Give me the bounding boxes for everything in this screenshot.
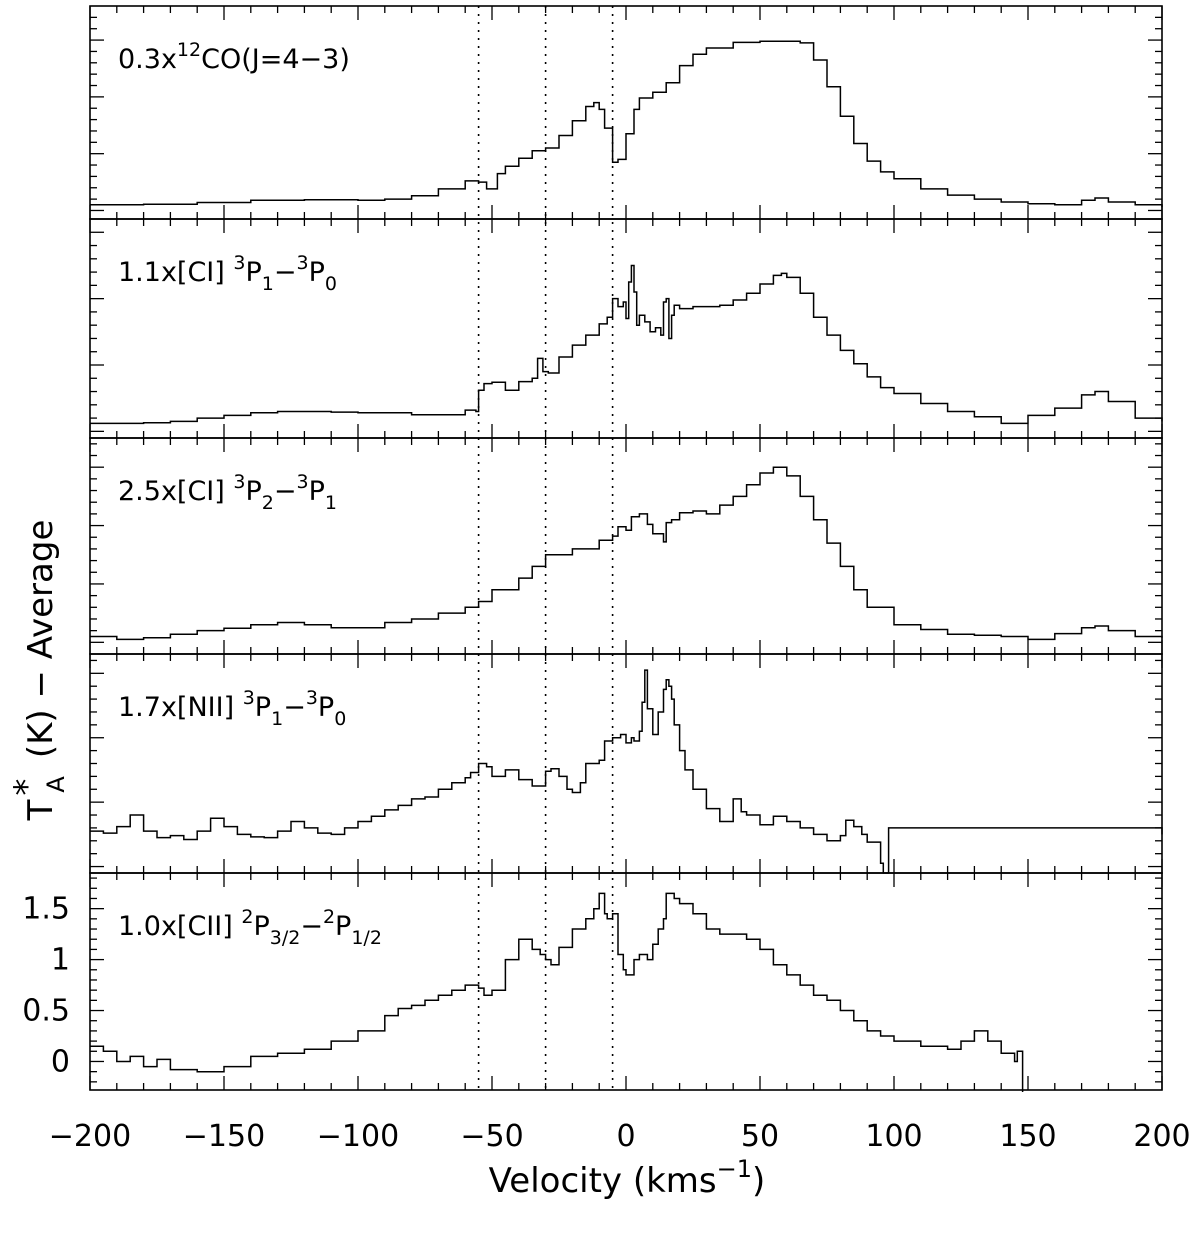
x-axis-label: Velocity (kms−1) [489,1155,766,1201]
panel-label-part: 3/2 [270,927,301,949]
panel-label-part: P [309,257,325,288]
panel-4: 1.7x[NII] 3P1−3P0 [89,653,1163,874]
panel-5: 00.511.5 1.0x[CII] 2P3/2−2P1/2 [22,872,1163,1092]
panel-label-part: 1/2 [351,927,382,949]
panel-label-part: − [274,257,297,288]
panels: 0.3x12CO(J=4−3)1.1x[CI] 3P1−3P02.5x[CI] … [22,5,1163,1092]
x-tick-label: 200 [1133,1119,1190,1154]
panel-frame [89,218,1163,439]
x-tick-label: −50 [460,1119,523,1154]
panel-label-part: 2 [323,906,335,928]
panel-label-part: 3 [233,471,245,493]
panel-label-part: P [318,692,334,723]
panel-label-part: 1.0x[CII] [118,911,241,942]
panel-label-part: − [274,476,297,507]
panel-label-part: 1 [271,708,283,730]
y-axis-label: T*A(K) − Average [7,520,70,822]
panel-label-part: P [253,911,269,942]
panel-1: 0.3x12CO(J=4−3) [89,5,1163,220]
panel-label-part: P [255,692,271,723]
panel-label-part: 12 [177,39,201,61]
panel-label-part: 1 [325,492,337,514]
x-tick-label: −200 [49,1119,131,1154]
x-tick-label: −150 [183,1119,265,1154]
spectrum-trace [90,669,1163,874]
panel-label: 1.7x[NII] 3P1−3P0 [118,687,346,730]
panel-label-part: 3 [243,687,255,709]
y-tick-label: 0.5 [22,994,70,1029]
panel-label-part: P [335,911,351,942]
panel-label-part: 1 [262,273,274,295]
panel-label-part: 3 [233,252,245,274]
panel-label-part: 0.3x [118,44,177,75]
reference-velocity-lines [477,6,614,1090]
panel-label-part: P [245,257,261,288]
spectrum-trace [90,892,1024,1092]
panel-3: 2.5x[CI] 3P2−3P1 [89,437,1163,655]
panel-label-part: P [309,476,325,507]
panel-frame [89,437,1163,655]
panel-label: 1.1x[CI] 3P1−3P0 [118,252,337,295]
x-tick-labels: −200 −150 −100 −50 0 50 100 150 200 [49,1119,1191,1154]
x-tick-label: 50 [741,1119,779,1154]
panel-label-part: 2 [262,492,274,514]
panel-label-part: 2.5x[CI] [118,476,233,507]
x-tick-label: −100 [317,1119,399,1154]
y-tick-label: 1.5 [22,892,70,927]
panel-label: 1.0x[CII] 2P3/2−2P1/2 [118,906,382,949]
x-tick-label: 0 [616,1119,635,1154]
panel-label-part: 3 [297,252,309,274]
panel-label-part: − [283,692,306,723]
panel-label: 0.3x12CO(J=4−3) [118,39,350,75]
panel-label-part: 1.7x[NII] [118,692,243,723]
panel-frame [89,5,1163,220]
panel-label-part: P [245,476,261,507]
spectrum-trace [90,264,1163,425]
panel-2: 1.1x[CI] 3P1−3P0 [89,218,1163,439]
y-tick-label: 0 [51,1044,70,1079]
x-tick-label: 100 [865,1119,922,1154]
panel-label-part: 1.1x[CI] [118,257,233,288]
spectrum-trace [90,40,1163,208]
panel-label-part: CO(J=4−3) [201,44,350,75]
panel-label-part: 3 [297,471,309,493]
panel-label: 2.5x[CI] 3P2−3P1 [118,471,337,514]
panel-label-part: 3 [306,687,318,709]
panel-label-part: 0 [325,273,337,295]
panel-label-part: 2 [241,906,253,928]
x-tick-label: 150 [999,1119,1056,1154]
y-tick-label: 1 [51,943,70,978]
panel-label-part: − [300,911,323,942]
spectrum-trace [90,466,1163,641]
panel-label-part: 0 [334,708,346,730]
